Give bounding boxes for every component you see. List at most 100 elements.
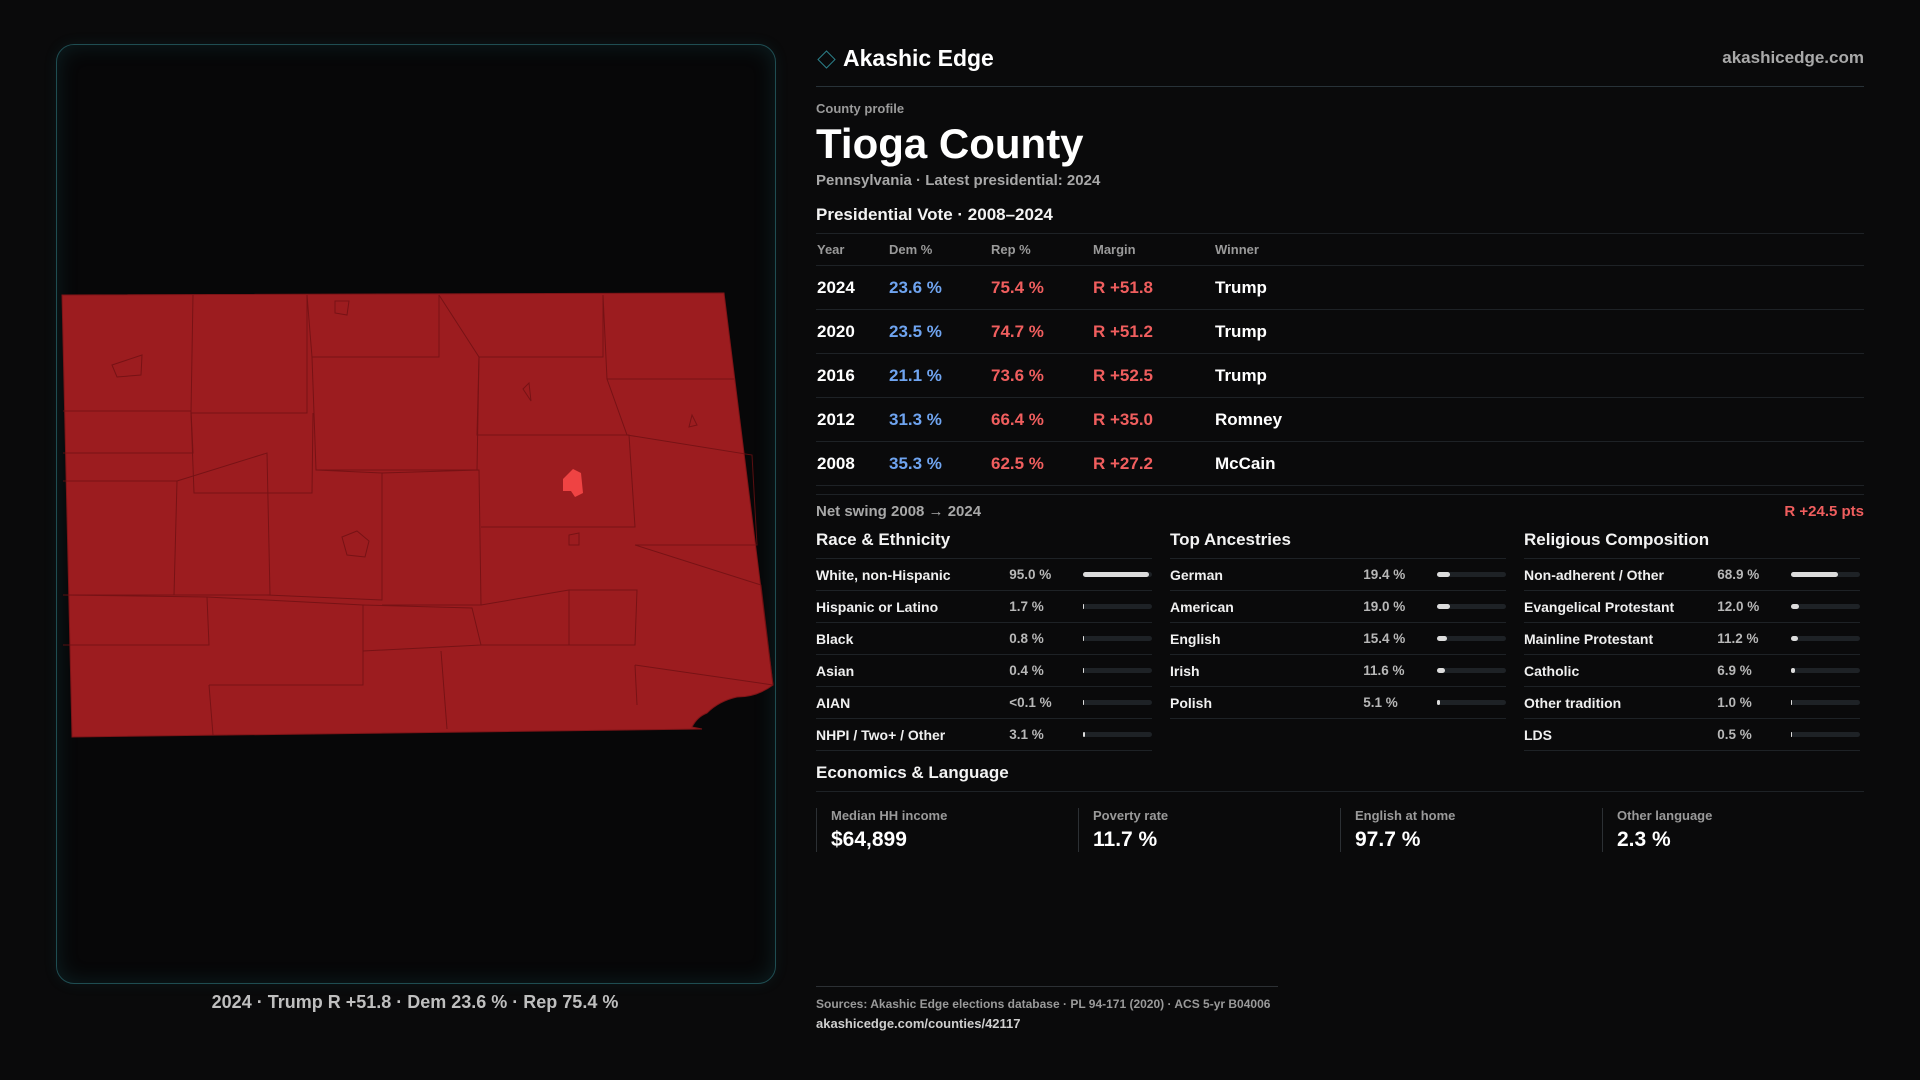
- item-label: Hispanic or Latino: [816, 598, 939, 615]
- item-pct: 5.1 %: [1363, 695, 1398, 710]
- list-item: Irish 11.6 %: [1170, 655, 1506, 687]
- net-swing-value: R +24.5 pts: [1784, 503, 1864, 520]
- race-section: Race & Ethnicity White, non-Hispanic 95.0…: [816, 530, 1152, 751]
- rep-cell: 62.5 %: [990, 441, 1092, 486]
- share-bar: [1790, 572, 1860, 577]
- col-margin: Margin: [1092, 233, 1214, 266]
- item-pct: 1.0 %: [1717, 695, 1752, 710]
- list-item: Other tradition 1.0 %: [1524, 687, 1860, 719]
- table-row: 2012 31.3 % 66.4 % R +35.0 Romney: [816, 397, 1864, 442]
- share-bar-fill: [1436, 636, 1448, 641]
- rep-cell: 74.7 %: [990, 309, 1092, 354]
- item-label: Evangelical Protestant: [1524, 598, 1675, 615]
- ancestry-section: Top Ancestries German 19.4 % American 19.0…: [1170, 530, 1506, 751]
- stat-other-language: Other language 2.3 %: [1602, 808, 1864, 852]
- item-pct: 19.4 %: [1363, 567, 1406, 582]
- item-pct: 0.8 %: [1009, 631, 1044, 646]
- item-pct: 11.2 %: [1717, 631, 1759, 646]
- county-profile-panel: Akashic Edge akashicedge.com County prof…: [816, 40, 1864, 852]
- item-pct: 68.9 %: [1717, 567, 1760, 582]
- list-item: Mainline Protestant 11.2 %: [1524, 623, 1860, 655]
- table-row: 2016 21.1 % 73.6 % R +52.5 Trump: [816, 353, 1864, 398]
- share-bar-fill: [1436, 604, 1450, 609]
- dem-cell: 31.3 %: [888, 397, 990, 442]
- vote-table: Year Dem % Rep % Margin Winner 2024 23.6…: [816, 233, 1864, 486]
- rep-cell: 66.4 %: [990, 397, 1092, 442]
- winner-cell: Trump: [1214, 353, 1864, 398]
- economics-title: Economics & Language: [816, 763, 1864, 792]
- list-item: NHPI / Two+ / Other 3.1 %: [816, 719, 1152, 751]
- share-bar-fill: [1790, 604, 1799, 609]
- item-pct: 19.0 %: [1363, 599, 1406, 614]
- share-bar: [1790, 668, 1860, 673]
- rep-cell: 75.4 %: [990, 265, 1092, 310]
- item-label: Polish: [1170, 694, 1213, 711]
- county-map: [61, 292, 774, 738]
- list-item: Catholic 6.9 %: [1524, 655, 1860, 687]
- brand[interactable]: Akashic Edge: [816, 45, 994, 72]
- stat-value: 97.7 %: [1355, 828, 1421, 851]
- brand-name: Akashic Edge: [843, 44, 994, 71]
- share-bar-fill: [1082, 668, 1084, 673]
- ancestry-title: Top Ancestries: [1170, 530, 1506, 559]
- list-item: Hispanic or Latino 1.7 %: [816, 591, 1152, 623]
- vote-table-header: Year Dem % Rep % Margin Winner: [816, 233, 1864, 266]
- item-label: Irish: [1170, 662, 1200, 679]
- item-pct: 11.6 %: [1363, 663, 1405, 678]
- item-label: Mainline Protestant: [1524, 630, 1654, 647]
- winner-cell: Trump: [1214, 265, 1864, 310]
- stat-value: 2.3 %: [1617, 828, 1671, 851]
- stat-value: 11.7 %: [1093, 828, 1158, 851]
- eyebrow: County profile: [816, 101, 905, 116]
- page-subtitle: Pennsylvania · Latest presidential: 2024: [816, 172, 1101, 189]
- header: Akashic Edge akashicedge.com: [816, 40, 1864, 87]
- share-bar-fill: [1790, 700, 1792, 705]
- list-item: German 19.4 %: [1170, 559, 1506, 591]
- dem-cell: 21.1 %: [888, 353, 990, 398]
- item-pct: 15.4 %: [1363, 631, 1406, 646]
- share-bar-fill: [1436, 700, 1441, 705]
- share-bar: [1082, 604, 1152, 609]
- share-bar-fill: [1082, 700, 1084, 705]
- race-title: Race & Ethnicity: [816, 530, 1152, 559]
- item-label: AIAN: [816, 694, 851, 711]
- item-pct: 3.1 %: [1009, 727, 1044, 742]
- item-label: White, non-Hispanic: [816, 566, 951, 583]
- col-winner: Winner: [1214, 233, 1864, 266]
- stat-poverty-rate: Poverty rate 11.7 %: [1078, 808, 1340, 852]
- stat-label: English at home: [1355, 808, 1456, 823]
- share-bar-fill: [1082, 732, 1085, 737]
- list-item: Black 0.8 %: [816, 623, 1152, 655]
- table-row: 2024 23.6 % 75.4 % R +51.8 Trump: [816, 265, 1864, 310]
- religion-title: Religious Composition: [1524, 530, 1860, 559]
- share-bar: [1790, 636, 1860, 641]
- rep-cell: 73.6 %: [990, 353, 1092, 398]
- share-bar: [1082, 668, 1152, 673]
- stat-label: Other language: [1617, 808, 1713, 823]
- dem-cell: 23.5 %: [888, 309, 990, 354]
- margin-cell: R +51.2: [1092, 309, 1214, 354]
- net-swing: Net swing 2008 → 2024 R +24.5 pts: [816, 494, 1864, 520]
- winner-cell: Trump: [1214, 309, 1864, 354]
- site-link[interactable]: akashicedge.com: [1722, 48, 1864, 67]
- list-item: AIAN <0.1 %: [816, 687, 1152, 719]
- share-bar: [1082, 572, 1152, 577]
- share-bar: [1436, 604, 1506, 609]
- table-row: 2020 23.5 % 74.7 % R +51.2 Trump: [816, 309, 1864, 354]
- stat-value: $64,899: [831, 828, 907, 851]
- stat-english-at-home: English at home 97.7 %: [1340, 808, 1602, 852]
- list-item: White, non-Hispanic 95.0 %: [816, 559, 1152, 591]
- county-url-link[interactable]: akashicedge.com/counties/42117: [816, 1016, 1021, 1031]
- share-bar: [1790, 604, 1860, 609]
- highlight-municipality: [563, 469, 583, 497]
- item-pct: 0.5 %: [1717, 727, 1752, 742]
- list-item: Asian 0.4 %: [816, 655, 1152, 687]
- economics-stats: Median HH income $64,899 Poverty rate 11…: [816, 808, 1864, 852]
- vote-section-title: Presidential Vote · 2008–2024: [816, 205, 1053, 224]
- list-item: Evangelical Protestant 12.0 %: [1524, 591, 1860, 623]
- share-bar: [1082, 636, 1152, 641]
- item-label: NHPI / Two+ / Other: [816, 726, 946, 743]
- margin-cell: R +35.0: [1092, 397, 1214, 442]
- share-bar-fill: [1790, 572, 1839, 577]
- table-row: 2008 35.3 % 62.5 % R +27.2 McCain: [816, 441, 1864, 486]
